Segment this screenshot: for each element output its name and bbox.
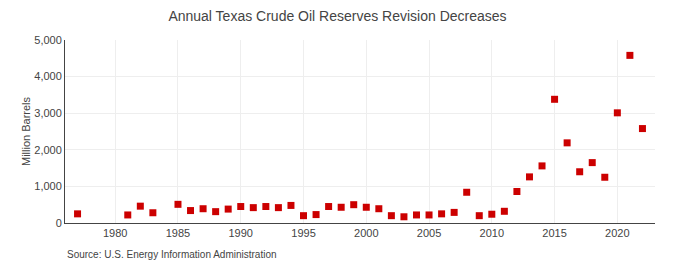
svg-text:2,000: 2,000 <box>34 144 62 156</box>
svg-text:2000: 2000 <box>354 227 378 239</box>
svg-text:0: 0 <box>56 217 62 229</box>
svg-text:4,000: 4,000 <box>34 70 62 82</box>
svg-text:2015: 2015 <box>542 227 566 239</box>
svg-text:2005: 2005 <box>417 227 441 239</box>
svg-text:1985: 1985 <box>166 227 190 239</box>
svg-text:Million Barrels: Million Barrels <box>20 96 32 166</box>
svg-text:1980: 1980 <box>103 227 127 239</box>
svg-text:1995: 1995 <box>291 227 315 239</box>
svg-text:Source: U.S. Energy Informatio: Source: U.S. Energy Information Administ… <box>67 249 277 260</box>
svg-text:2020: 2020 <box>605 227 629 239</box>
svg-text:2010: 2010 <box>480 227 504 239</box>
svg-text:3,000: 3,000 <box>34 107 62 119</box>
svg-text:1,000: 1,000 <box>34 180 62 192</box>
svg-text:5,000: 5,000 <box>34 34 62 46</box>
svg-text:1990: 1990 <box>228 227 252 239</box>
svg-text:Annual Texas Crude Oil Reserve: Annual Texas Crude Oil Reserves Revision… <box>168 8 506 24</box>
